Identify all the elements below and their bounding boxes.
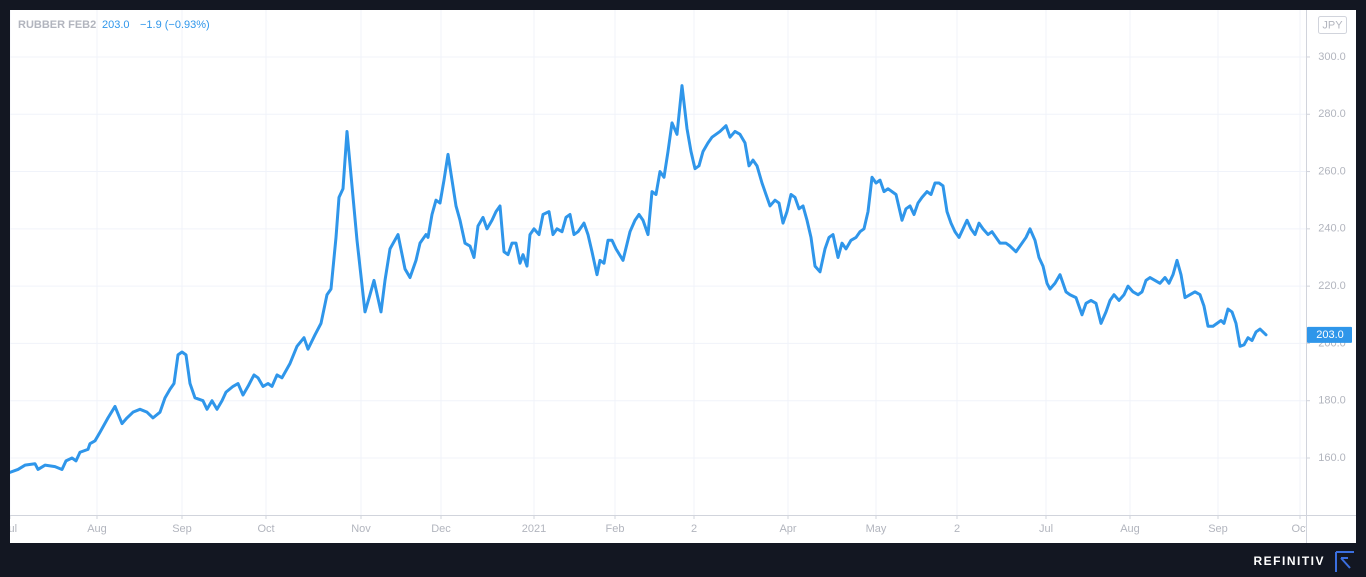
brand-name: REFINITIV <box>1253 554 1325 568</box>
last-price-badge-label: 203.0 <box>1316 329 1344 341</box>
y-tick-label: 300.0 <box>1318 51 1346 63</box>
y-tick-label: 180.0 <box>1318 395 1346 407</box>
plot-area <box>10 84 1268 474</box>
last-price-badge <box>1307 326 1352 343</box>
currency-box <box>1318 16 1347 34</box>
y-tick-label: 160.0 <box>1318 452 1346 464</box>
x-tick-label: Jul <box>3 523 17 535</box>
time-axis: Jul Aug Sep Oct Nov Dec 2021 Feb 2 Apr May 2 Jul Aug S… <box>3 515 1308 535</box>
x-tick-label: Sep <box>172 523 192 535</box>
y-tick-label: 220.0 <box>1318 280 1346 292</box>
grid <box>10 10 1306 515</box>
x-tick-label: Apr <box>779 523 796 535</box>
x-tick-label: Jul <box>1039 523 1053 535</box>
x-tick-label: Oct <box>1291 523 1308 535</box>
currency-label: JPY <box>1322 19 1343 31</box>
header-last-price: 203.0 <box>102 19 130 31</box>
x-tick-label: Nov <box>351 523 371 535</box>
x-tick-label: 2 <box>691 523 697 535</box>
x-tick-label: 2 <box>954 523 960 535</box>
y-tick-label: 260.0 <box>1318 165 1346 177</box>
x-tick-label: Sep <box>1208 523 1228 535</box>
x-tick-label: 2021 <box>522 523 546 535</box>
symbol-title: RUBBER FEB2 <box>18 19 96 31</box>
y-tick-label: 240.0 <box>1318 223 1346 235</box>
brand-logo <box>1335 551 1354 572</box>
x-tick-label: Oct <box>257 523 274 535</box>
x-tick-label: Dec <box>431 523 451 535</box>
x-tick-label: Aug <box>1120 523 1140 535</box>
x-tick-label: Feb <box>606 523 625 535</box>
price-line <box>10 84 1268 474</box>
x-tick-label: Aug <box>87 523 107 535</box>
x-tick-label: May <box>866 523 887 535</box>
y-tick-label: 280.0 <box>1318 108 1346 120</box>
header-change: −1.9 (−0.93%) <box>140 19 210 31</box>
